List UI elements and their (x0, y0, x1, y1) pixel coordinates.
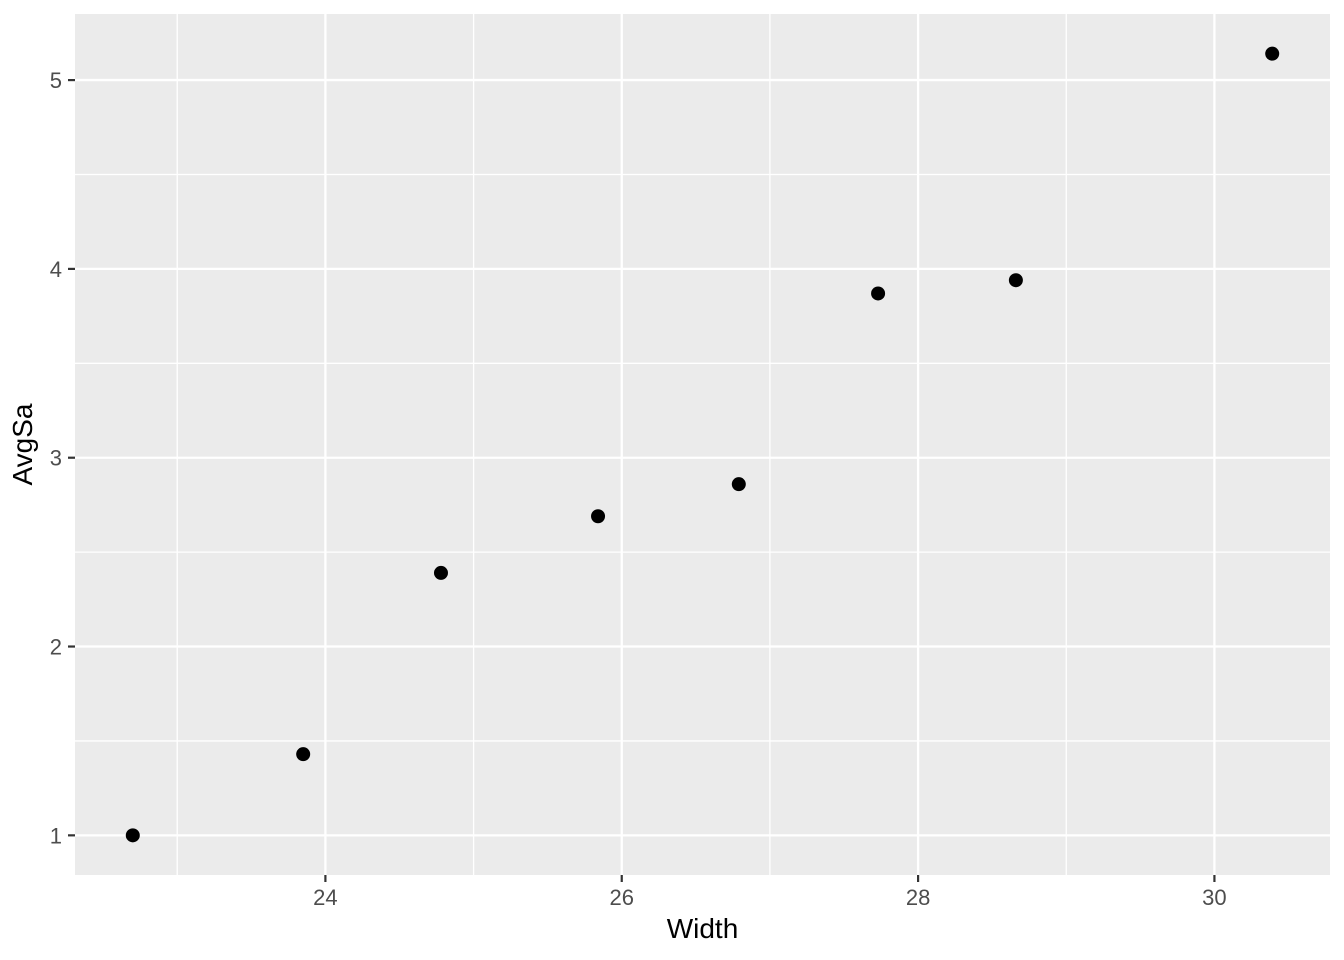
data-point (731, 477, 746, 492)
x-axis-tick-label: 30 (1202, 885, 1226, 910)
y-axis-tick-label: 4 (50, 257, 62, 282)
y-axis-tick-label: 5 (50, 68, 62, 93)
data-point (433, 565, 448, 580)
data-point (591, 509, 606, 524)
y-axis-tick-label: 1 (50, 823, 62, 848)
x-axis-tick-label: 24 (313, 885, 337, 910)
data-point (125, 828, 140, 843)
data-point (1008, 273, 1023, 288)
x-axis-title: Width (667, 913, 739, 944)
data-point (871, 286, 886, 301)
x-axis-tick-label: 26 (610, 885, 634, 910)
data-point (296, 747, 311, 762)
y-axis-title: AvgSa (7, 403, 38, 485)
y-axis-tick-label: 2 (50, 635, 62, 660)
y-axis-tick-label: 3 (50, 446, 62, 471)
panel-background (75, 14, 1330, 875)
data-point (1265, 46, 1280, 61)
x-axis-tick-label: 28 (906, 885, 930, 910)
